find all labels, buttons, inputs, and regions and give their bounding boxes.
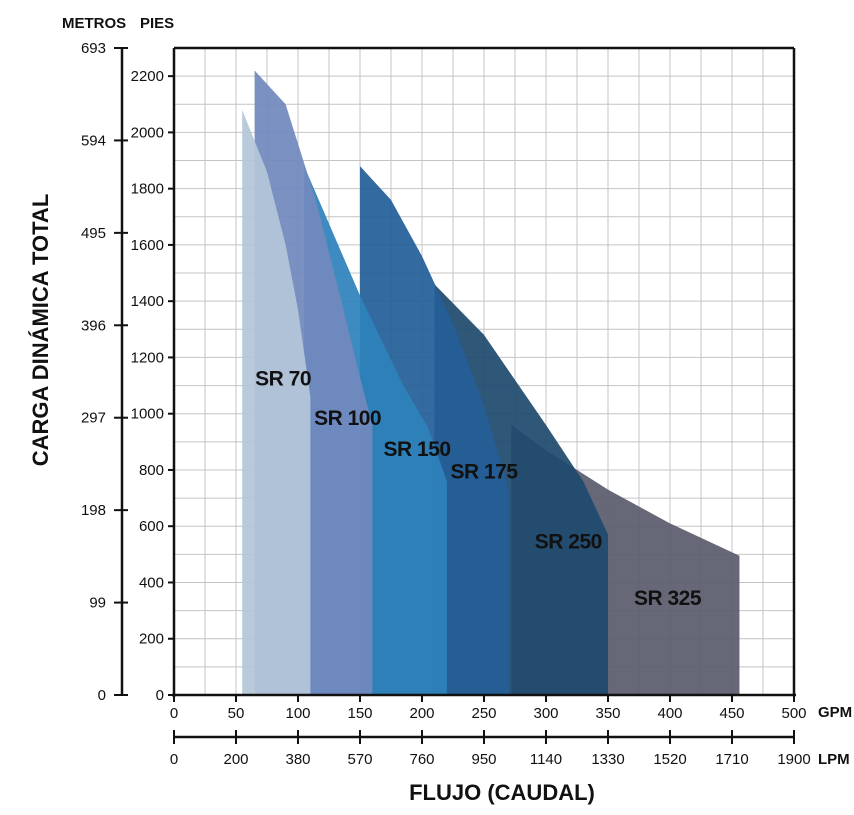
tick-label-pies: 1000 <box>131 406 164 423</box>
x-axis-title: FLUJO (CAUDAL) <box>409 780 595 805</box>
tick-label-metros: 99 <box>89 595 106 612</box>
tick-label-pies: 200 <box>139 631 164 648</box>
tick-label-metros: 693 <box>81 40 106 57</box>
tick-label-gpm: 200 <box>409 705 434 722</box>
tick-label-gpm: 250 <box>471 705 496 722</box>
y-unit-metros: METROS <box>62 15 126 32</box>
tick-label-pies: 2000 <box>131 124 164 141</box>
tick-label-lpm: 1330 <box>591 751 624 768</box>
tick-label-metros: 297 <box>81 410 106 427</box>
tick-label-pies: 0 <box>156 687 164 704</box>
x-unit-lpm: LPM <box>818 751 850 768</box>
tick-label-gpm: 350 <box>595 705 620 722</box>
series-label-sr-70: SR 70 <box>255 368 311 391</box>
tick-label-pies: 1400 <box>131 293 164 310</box>
tick-label-metros: 396 <box>81 317 106 334</box>
series-label-sr-250: SR 250 <box>535 531 602 554</box>
tick-label-lpm: 1710 <box>715 751 748 768</box>
tick-label-lpm: 760 <box>409 751 434 768</box>
tick-label-metros: 495 <box>81 225 106 242</box>
x-unit-gpm: GPM <box>818 704 852 721</box>
tick-label-lpm: 1520 <box>653 751 686 768</box>
area-sr-70 <box>242 109 311 695</box>
tick-label-gpm: 300 <box>533 705 558 722</box>
series-label-sr-175: SR 175 <box>450 460 518 483</box>
tick-label-pies: 1800 <box>131 181 164 198</box>
tick-label-metros: 0 <box>98 687 106 704</box>
tick-label-lpm: 1140 <box>530 751 562 768</box>
series-label-sr-150: SR 150 <box>384 438 451 461</box>
tick-label-gpm: 50 <box>228 705 245 722</box>
tick-label-lpm: 1900 <box>777 751 810 768</box>
y-unit-pies: PIES <box>140 15 174 32</box>
series-label-sr-100: SR 100 <box>314 407 381 430</box>
tick-label-lpm: 570 <box>347 751 372 768</box>
tick-label-pies: 1600 <box>131 237 164 254</box>
tick-label-metros: 594 <box>81 132 106 149</box>
tick-label-gpm: 150 <box>347 705 372 722</box>
tick-label-pies: 800 <box>139 462 164 479</box>
tick-label-gpm: 400 <box>657 705 682 722</box>
tick-label-metros: 198 <box>81 502 106 519</box>
tick-label-lpm: 950 <box>471 751 496 768</box>
tick-label-pies: 600 <box>139 518 164 535</box>
tick-label-lpm: 200 <box>223 751 248 768</box>
tick-label-lpm: 380 <box>285 751 310 768</box>
tick-label-gpm: 0 <box>170 705 178 722</box>
series-label-sr-325: SR 325 <box>634 587 702 610</box>
series-areas <box>242 70 740 696</box>
tick-labels: 0200400600800100012001400160018002000220… <box>81 40 811 768</box>
tick-label-pies: 2200 <box>131 68 164 85</box>
y-axis-title: CARGA DINÁMICA TOTAL <box>28 194 53 467</box>
tick-label-lpm: 0 <box>170 751 178 768</box>
tick-label-pies: 400 <box>139 574 164 591</box>
tick-label-pies: 1200 <box>131 349 164 366</box>
tick-label-gpm: 100 <box>285 705 310 722</box>
tick-label-gpm: 450 <box>719 705 744 722</box>
tick-label-gpm: 500 <box>781 705 806 722</box>
axes <box>114 46 796 744</box>
